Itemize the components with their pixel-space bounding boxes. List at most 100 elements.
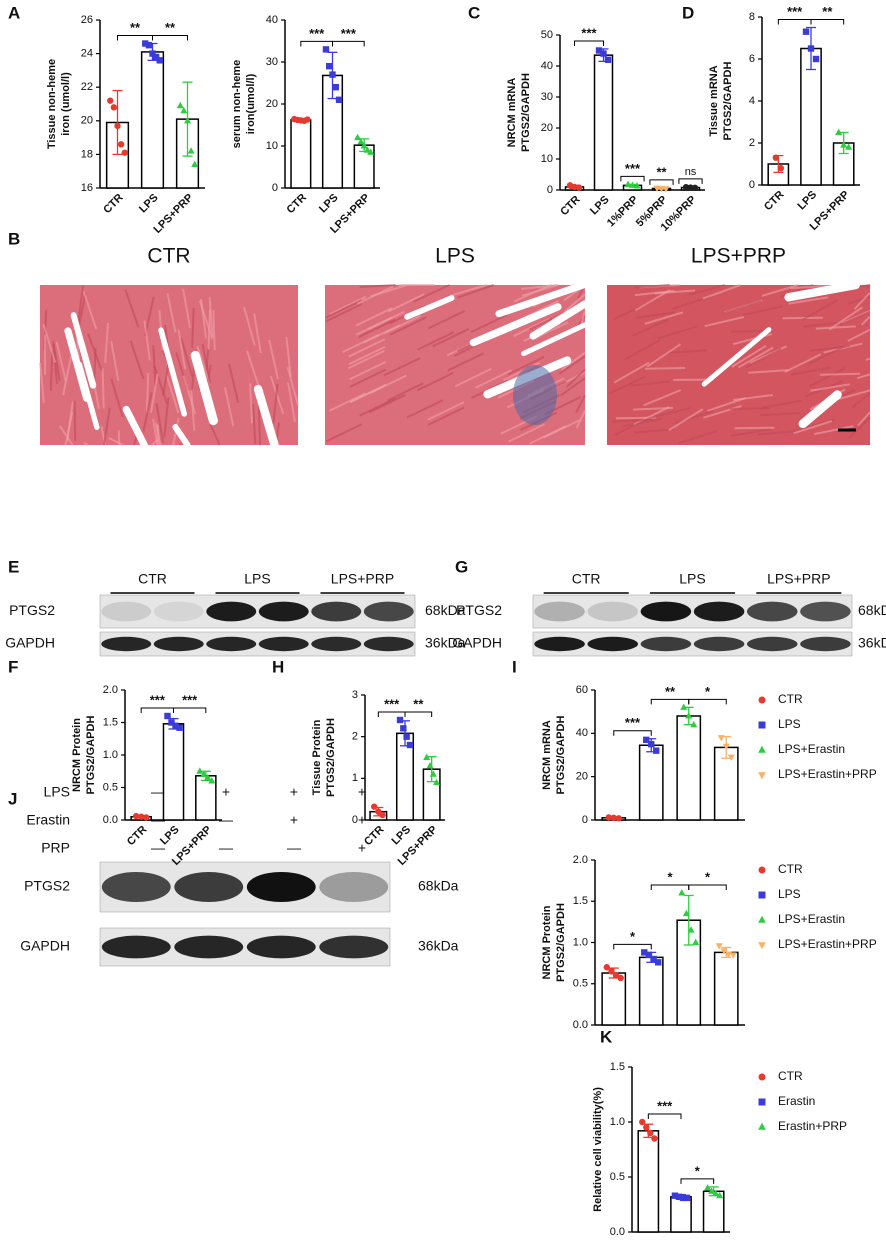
significance-bracket [777, 19, 812, 25]
y-tick-label: 22 [81, 81, 93, 93]
data-point [145, 42, 153, 49]
tissue-texture [575, 394, 586, 414]
y-tick-label: 30 [541, 91, 553, 103]
data-point [149, 50, 156, 57]
blot-band [258, 636, 309, 652]
error-bar [683, 894, 694, 946]
tissue-texture [801, 299, 838, 321]
blot-band [101, 872, 171, 902]
tissue-texture [427, 406, 465, 426]
tissue-gap [784, 280, 860, 302]
tissue-texture [651, 406, 691, 419]
y-axis-label: iron (umol/l) [60, 72, 72, 136]
data-point [617, 974, 624, 982]
tissue-texture [358, 318, 396, 338]
tissue-texture [163, 397, 170, 438]
panel-label: C [468, 3, 480, 22]
y-tick-label: 0 [547, 184, 553, 196]
tissue-texture [634, 284, 670, 289]
tissue-texture [633, 428, 674, 434]
legend-label: LPS+Erastin [778, 742, 845, 756]
tissue-gap [77, 337, 97, 389]
condition-sign: + [358, 784, 366, 800]
blot-band [153, 636, 204, 652]
tissue-texture [612, 418, 653, 423]
tissue-texture [412, 284, 450, 303]
data-point [142, 814, 150, 821]
significance-bracket [613, 943, 652, 950]
blot-band [246, 872, 316, 902]
condition-label: LPS [44, 784, 70, 800]
bar [670, 1196, 692, 1233]
x-tick-label: LPS [137, 192, 161, 216]
tissue-texture [760, 412, 801, 417]
tissue-texture [87, 333, 103, 372]
tissue-texture [865, 357, 871, 361]
tissue-texture [208, 297, 214, 338]
data-point [716, 1191, 724, 1199]
tissue-texture [814, 425, 854, 436]
condition-label: Erastin [26, 812, 70, 828]
tissue-texture [246, 350, 261, 390]
tissue-texture [745, 347, 782, 369]
y-tick-label: 0.0 [610, 1226, 625, 1238]
blot-band [800, 636, 851, 652]
data-point [641, 949, 648, 956]
tissue-texture [666, 349, 707, 355]
data-point [204, 773, 212, 781]
data-point [729, 952, 737, 959]
tissue-texture [808, 345, 846, 365]
histology-title: CTR [147, 245, 190, 268]
legend-label: CTR [778, 692, 803, 706]
data-point [396, 716, 404, 724]
tissue-texture [631, 318, 670, 337]
tissue-texture [151, 438, 159, 446]
tissue-texture [368, 394, 406, 414]
row-size: 68kDa [858, 602, 886, 618]
data-point [110, 104, 118, 111]
y-tick-label: 20 [266, 98, 278, 110]
data-point [332, 84, 339, 91]
legend-label: LPS+Erastin+PRP [778, 937, 877, 951]
blot-band [206, 601, 257, 622]
data-point [142, 40, 149, 47]
row-label: PTGS2 [456, 602, 502, 618]
tissue-texture [287, 382, 296, 423]
tissue-texture [790, 284, 831, 290]
tissue-texture [223, 387, 235, 427]
tissue-texture [350, 383, 387, 403]
x-tick-label: CTR [558, 194, 583, 219]
tissue-texture [348, 349, 385, 370]
tissue-texture [635, 311, 676, 319]
y-tick-label: 10 [266, 140, 278, 152]
panel-label: G [455, 557, 468, 576]
y-axis-label: PTGS2/GAPDH [520, 73, 532, 152]
tissue-texture [355, 307, 393, 327]
tissue-texture [508, 423, 545, 443]
data-point [360, 142, 368, 149]
legend-label: CTR [778, 1069, 803, 1083]
data-point [433, 778, 441, 786]
significance-label: ** [130, 20, 141, 35]
tissue-texture [180, 337, 194, 377]
tissue-texture [558, 355, 586, 375]
row-label: PTGS2 [24, 878, 70, 894]
panel-label: B [8, 229, 20, 248]
tissue-texture [838, 389, 871, 401]
tissue-gap [190, 350, 218, 426]
tissue-texture [624, 339, 661, 361]
blot-membrane [532, 631, 853, 657]
legend-marker [758, 915, 766, 923]
tissue-texture [644, 311, 684, 325]
significance-bracket [647, 1113, 682, 1119]
tissue-texture [470, 313, 508, 334]
y-tick-label: 0 [749, 179, 755, 191]
row-label: GAPDH [20, 938, 70, 954]
tissue-texture [729, 407, 770, 410]
data-point [777, 165, 785, 172]
tissue-texture [191, 307, 195, 348]
tissue-texture [608, 375, 646, 395]
data-point [137, 813, 145, 820]
tissue-texture [101, 368, 105, 409]
